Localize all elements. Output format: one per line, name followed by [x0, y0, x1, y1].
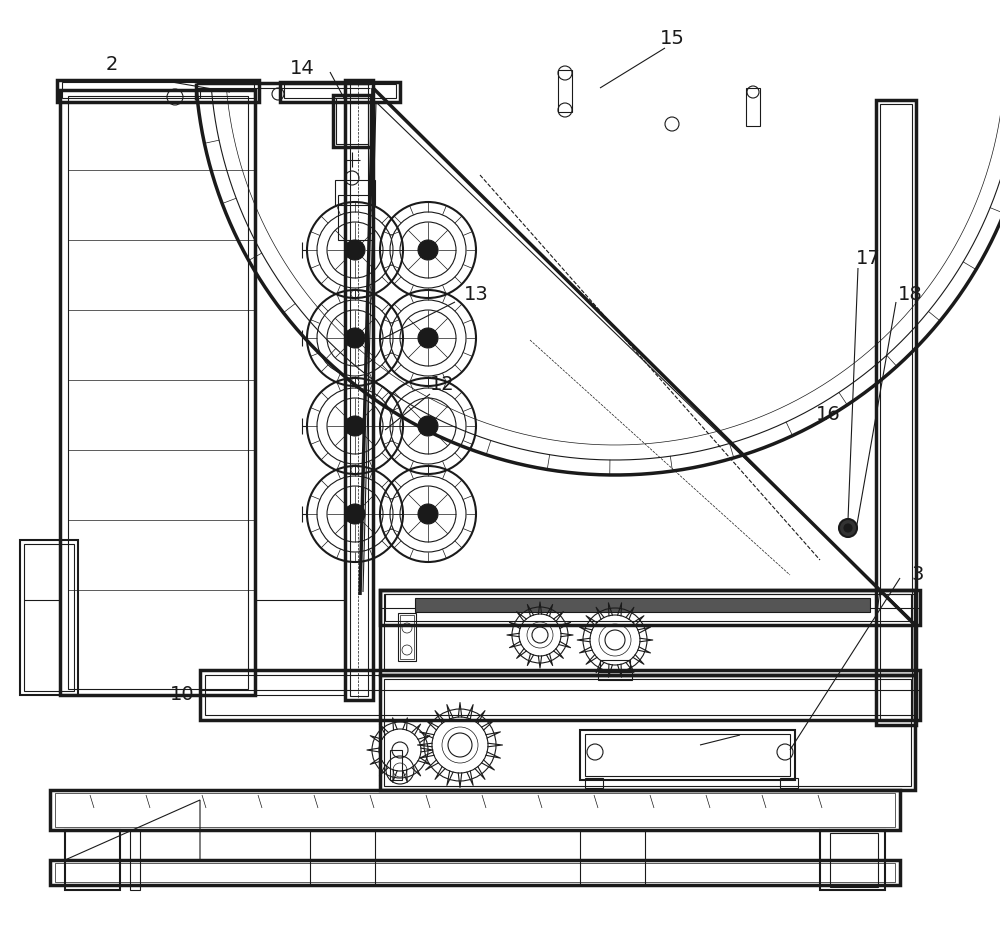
Bar [876, 100, 916, 725]
Text: 15: 15 [660, 29, 684, 48]
Bar [380, 675, 915, 790]
Bar [284, 84, 396, 98]
Text: 18: 18 [898, 285, 922, 304]
Text: 16: 16 [816, 406, 840, 425]
Bar [335, 180, 375, 205]
Bar [333, 95, 371, 147]
Bar [60, 90, 255, 695]
Bar [820, 830, 885, 890]
Bar [600, 660, 630, 672]
Bar [130, 830, 140, 890]
Text: 14: 14 [290, 59, 314, 77]
Bar [380, 590, 920, 625]
Bar [65, 830, 120, 890]
Bar [380, 590, 915, 675]
Bar [385, 594, 915, 621]
Bar [280, 82, 400, 102]
Bar [580, 730, 795, 780]
Bar [62, 82, 254, 98]
Bar [24, 544, 74, 691]
Bar [20, 540, 78, 695]
Bar [200, 670, 920, 720]
Bar [50, 860, 900, 885]
Bar [585, 734, 790, 776]
Circle shape [345, 504, 365, 524]
Bar [345, 80, 373, 700]
Circle shape [418, 416, 438, 436]
Bar [585, 778, 603, 788]
Text: 13: 13 [464, 285, 488, 304]
Circle shape [345, 328, 365, 348]
Bar [400, 615, 414, 659]
Bar [398, 613, 416, 661]
Bar [415, 598, 870, 612]
Text: 2: 2 [106, 55, 118, 75]
Bar [350, 84, 368, 696]
Bar [880, 104, 912, 721]
Text: 12: 12 [430, 375, 454, 395]
Bar [205, 675, 915, 715]
Bar [336, 98, 368, 144]
Circle shape [844, 524, 852, 532]
Bar [384, 594, 911, 671]
Bar [55, 793, 895, 827]
Circle shape [418, 240, 438, 260]
Text: 10: 10 [170, 686, 194, 704]
Circle shape [839, 519, 857, 537]
Bar [384, 679, 911, 786]
Text: 17: 17 [856, 248, 880, 268]
Bar [580, 830, 645, 885]
Text: 3: 3 [912, 565, 924, 584]
Circle shape [418, 328, 438, 348]
Bar [746, 88, 760, 126]
Bar [55, 863, 895, 882]
Circle shape [345, 240, 365, 260]
Bar [558, 70, 572, 112]
Circle shape [418, 504, 438, 524]
Bar [830, 833, 878, 887]
Bar [50, 790, 900, 830]
Bar [57, 80, 259, 102]
Circle shape [345, 416, 365, 436]
Bar [338, 195, 373, 240]
Bar [390, 750, 402, 780]
Bar [310, 830, 375, 885]
Bar [780, 778, 798, 788]
Bar [598, 672, 632, 680]
Bar [68, 96, 248, 689]
